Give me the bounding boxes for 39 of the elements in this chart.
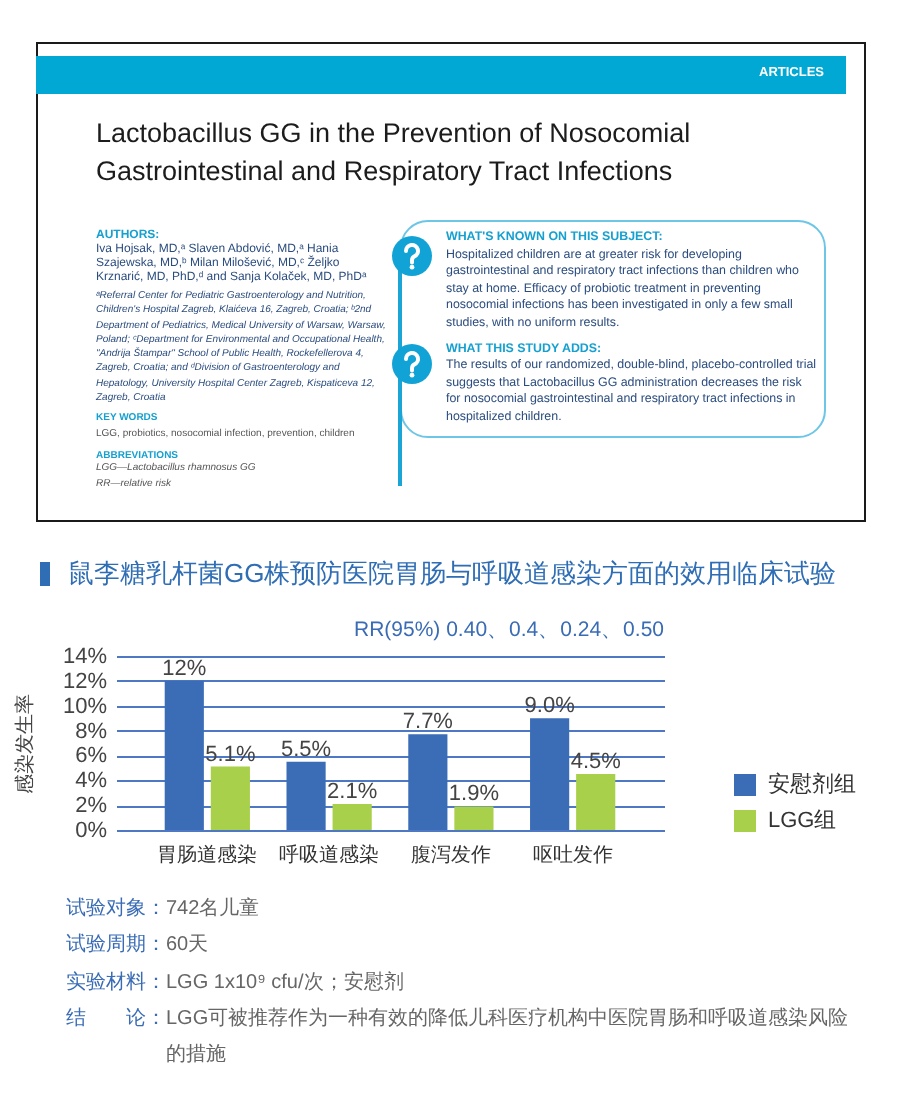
data-label: 1.9%: [448, 782, 500, 807]
y-tick-label: 10%: [62, 694, 108, 719]
data-label: 2.1%: [327, 779, 378, 804]
y-tick-label: 4%: [75, 769, 108, 794]
text: Lactobacillus GG in the Prevention of Nosocomial Gastrointestinal and Respiratory Tract Infections: [96, 116, 693, 190]
text: 60天: [166, 932, 211, 961]
y-tick-label: 6%: [75, 744, 108, 769]
bar: [408, 734, 448, 830]
y-axis-title: 感染发生率: [12, 694, 37, 794]
text: 742名儿童: [166, 895, 262, 924]
y-tick-label: 12%: [62, 669, 108, 694]
text: 试验对象：: [66, 895, 166, 924]
bar: [576, 774, 616, 830]
data-label: 12%: [162, 656, 207, 681]
text: 结 论：: [66, 1005, 166, 1034]
text: LGG 1x10⁹ cfu/次；安慰剂: [166, 969, 406, 997]
y-tick-label: 2%: [75, 794, 108, 819]
text: 实验材料：: [66, 969, 166, 997]
legend-label: LGG组: [768, 809, 837, 833]
chart-subtitle: RR(95%) 0.40、0.4、0.24、0.50: [352, 618, 664, 642]
bar: [530, 718, 570, 830]
y-tick-label: 14%: [62, 645, 108, 669]
bar: [164, 680, 204, 830]
bar: [332, 803, 372, 830]
y-tick-label: 0%: [75, 819, 108, 843]
legend-label: 安慰剂组: [768, 771, 856, 797]
data-label: 7.7%: [402, 710, 454, 735]
text: 试验周期：: [66, 931, 166, 961]
bar: [454, 806, 494, 830]
bar: [286, 761, 326, 830]
x-tick-label: 呕吐发作: [532, 843, 613, 867]
x-tick-label: 胃肠道感染: [157, 843, 258, 867]
data-label: 5.5%: [280, 737, 332, 762]
y-tick-label: 8%: [75, 719, 108, 744]
bar: [210, 766, 250, 830]
text: LGG可被推荐作为一种有效的降低儿科医疗机构中医院胃肠和呼吸道感染风险的措施: [166, 1005, 850, 1070]
x-tick-label: 呼吸道感染: [279, 843, 380, 867]
chart-title: 鼠李糖乳杆菌GG株预防医院胃肠与呼吸道感染方面的效用临床试验: [68, 558, 837, 590]
x-tick-label: 腹泻发作: [410, 843, 491, 867]
